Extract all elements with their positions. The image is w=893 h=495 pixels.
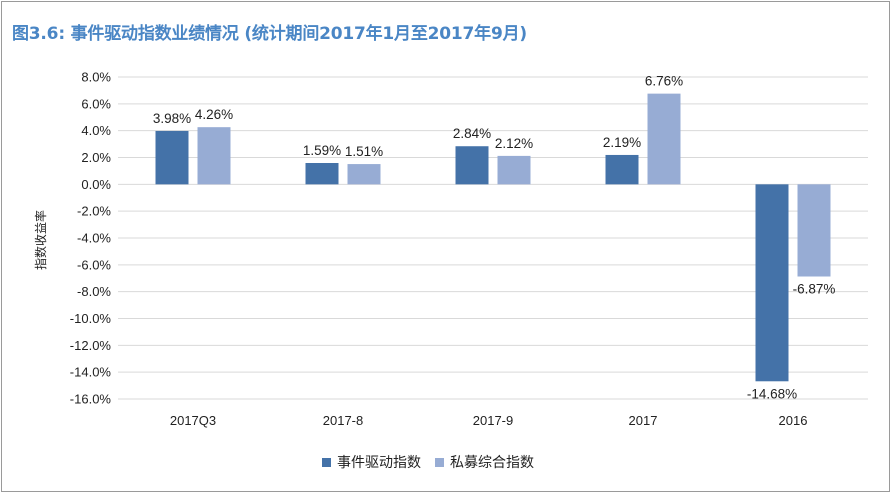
data-label: -14.68% — [747, 386, 797, 401]
x-tick-label: 2016 — [779, 413, 808, 428]
y-tick-label: -6.0% — [77, 257, 111, 272]
y-tick-label: -4.0% — [77, 231, 111, 246]
legend-item-series2: 私募综合指数 — [435, 452, 534, 472]
data-label: 6.76% — [645, 74, 683, 89]
y-tick-label: 0.0% — [81, 177, 111, 192]
x-tick-label: 2017Q3 — [170, 413, 216, 428]
data-label: 2.84% — [453, 126, 491, 141]
bar-series1 — [755, 184, 789, 382]
bar-series1 — [155, 130, 189, 185]
bar-series2 — [347, 164, 381, 185]
chart-title: 图3.6: 事件驱动指数业绩情况 (统计期间2017年1月至2017年9月) — [12, 24, 527, 44]
x-tick-label: 2017-8 — [323, 413, 363, 428]
data-label: 4.26% — [195, 107, 233, 122]
y-tick-label: -16.0% — [70, 392, 112, 407]
x-tick-label: 2017 — [629, 413, 658, 428]
data-label: 2.19% — [603, 135, 641, 150]
data-label: 2.12% — [495, 136, 533, 151]
y-tick-label: -8.0% — [77, 284, 111, 299]
data-label: 3.98% — [153, 111, 191, 126]
y-axis-title: 指数收益率 — [33, 210, 48, 270]
bar-series2 — [497, 155, 531, 185]
y-tick-label: -12.0% — [70, 338, 112, 353]
bar-series1 — [455, 146, 489, 185]
data-label: 1.51% — [345, 144, 383, 159]
legend-label-series1: 事件驱动指数 — [337, 455, 421, 471]
data-label: -6.87% — [793, 282, 836, 297]
y-tick-label: 2.0% — [81, 150, 111, 165]
x-tick-label: 2017-9 — [473, 413, 513, 428]
y-tick-label: -2.0% — [77, 204, 111, 219]
legend-swatch-series2 — [435, 457, 444, 467]
y-tick-label: 6.0% — [81, 96, 111, 111]
legend-item-series1: 事件驱动指数 — [322, 452, 421, 472]
bar-series1 — [305, 163, 339, 185]
bar-series2 — [647, 93, 681, 185]
legend: 事件驱动指数 私募综合指数 — [322, 452, 548, 472]
y-tick-label: -10.0% — [70, 311, 112, 326]
y-tick-label: -14.0% — [70, 365, 112, 380]
data-label: 1.59% — [303, 143, 341, 158]
bar-series2 — [197, 127, 231, 185]
bar-series1 — [605, 154, 639, 185]
bar-series2 — [797, 184, 831, 277]
y-tick-label: 8.0% — [81, 70, 111, 85]
legend-label-series2: 私募综合指数 — [450, 455, 534, 471]
y-tick-label: 4.0% — [81, 123, 111, 138]
legend-swatch-series1 — [322, 457, 331, 467]
